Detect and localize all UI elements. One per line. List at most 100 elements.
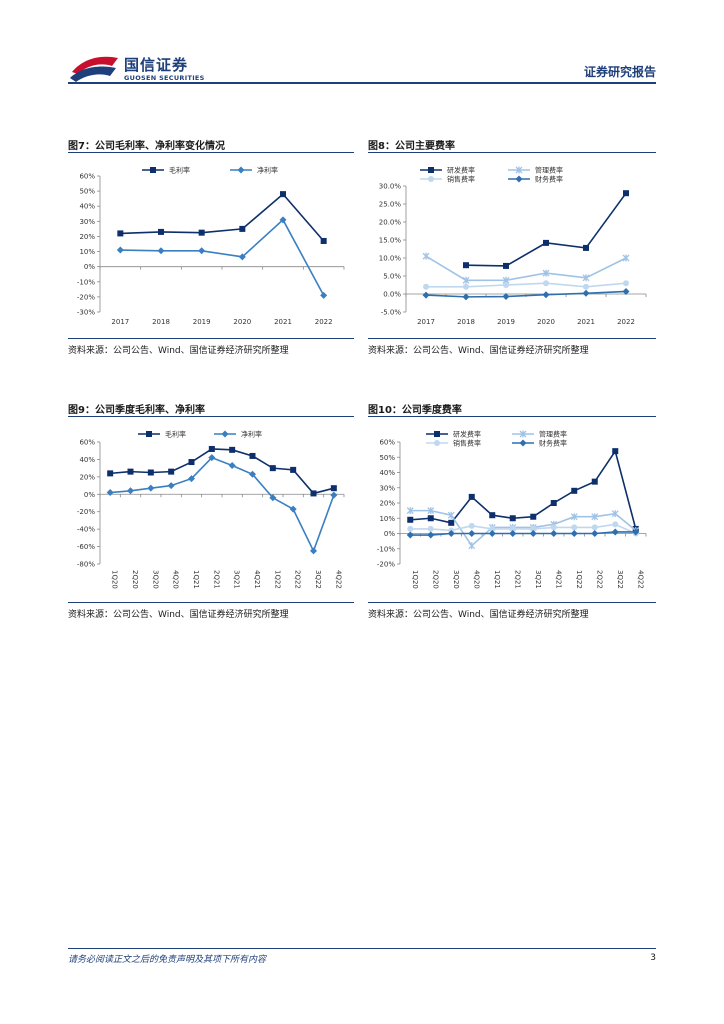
data-point bbox=[447, 530, 455, 537]
guosen-logo-icon bbox=[70, 56, 118, 82]
x-tick-label: 4Q21 bbox=[554, 570, 562, 589]
data-point bbox=[591, 530, 599, 537]
x-tick-label: 1Q22 bbox=[575, 570, 583, 589]
data-point bbox=[591, 524, 598, 531]
y-tick-label: -80% bbox=[77, 561, 95, 569]
legend-label: 毛利率 bbox=[165, 430, 186, 439]
data-point bbox=[168, 468, 175, 475]
legend-label: 销售费率 bbox=[447, 175, 475, 184]
data-point bbox=[157, 247, 165, 255]
legend-label: 研发费率 bbox=[453, 430, 481, 439]
data-point bbox=[583, 283, 589, 290]
data-point bbox=[249, 452, 256, 459]
data-point bbox=[158, 228, 164, 235]
data-point bbox=[463, 262, 469, 269]
y-tick-label: 0% bbox=[84, 263, 95, 271]
data-point bbox=[542, 269, 550, 277]
figure-9-bottom-rule bbox=[68, 602, 354, 603]
x-tick-label: 2019 bbox=[193, 318, 211, 326]
x-tick-label: 2020 bbox=[233, 318, 251, 326]
data-point bbox=[330, 491, 338, 499]
y-tick-label: 30% bbox=[79, 218, 95, 226]
y-tick-label: -30% bbox=[77, 309, 95, 317]
x-tick-label: 2Q22 bbox=[294, 570, 302, 589]
x-tick-label: 3Q21 bbox=[233, 570, 241, 589]
legend-label: 销售费率 bbox=[453, 439, 481, 448]
legend-label: 毛利率 bbox=[169, 166, 190, 175]
y-tick-label: 20.0% bbox=[379, 219, 402, 227]
data-point bbox=[448, 519, 455, 526]
data-point bbox=[509, 515, 516, 522]
x-tick-label: 2021 bbox=[274, 318, 292, 326]
data-point bbox=[583, 244, 589, 251]
series-0 bbox=[463, 190, 629, 269]
data-point bbox=[320, 237, 327, 244]
x-tick-label: 2022 bbox=[315, 318, 333, 326]
data-point bbox=[208, 454, 216, 462]
data-point bbox=[550, 524, 557, 531]
legend-marker bbox=[434, 440, 440, 446]
y-tick-label: -5.0% bbox=[381, 309, 402, 317]
y-tick-label: -20% bbox=[77, 293, 95, 301]
data-point bbox=[427, 507, 435, 515]
data-point bbox=[289, 505, 297, 513]
figure-7-source: 资料来源：公司公告、Wind、国信证券经济研究所整理 bbox=[68, 346, 289, 356]
x-tick-label: 2018 bbox=[457, 318, 475, 326]
data-point bbox=[198, 229, 205, 236]
page-number: 3 bbox=[650, 953, 656, 963]
data-point bbox=[468, 530, 476, 537]
data-point bbox=[632, 528, 640, 536]
data-point bbox=[611, 510, 619, 518]
data-point bbox=[503, 282, 509, 288]
data-point bbox=[550, 500, 557, 506]
data-point bbox=[147, 484, 155, 492]
data-point bbox=[423, 283, 429, 290]
data-point bbox=[543, 280, 549, 287]
data-point bbox=[229, 446, 236, 453]
y-tick-label: 15.0% bbox=[379, 237, 402, 245]
data-point bbox=[188, 475, 195, 483]
data-point bbox=[623, 280, 629, 287]
legend-label: 净利率 bbox=[257, 166, 278, 175]
y-tick-label: 20% bbox=[79, 473, 95, 481]
data-point bbox=[622, 254, 630, 262]
data-point bbox=[310, 490, 317, 497]
data-point bbox=[570, 513, 578, 521]
data-point bbox=[550, 530, 558, 537]
y-tick-label: -20% bbox=[377, 561, 395, 569]
series-line bbox=[120, 193, 325, 242]
legend-marker bbox=[146, 431, 152, 437]
series-0 bbox=[117, 191, 327, 244]
y-tick-label: -60% bbox=[77, 543, 95, 551]
figure-9-title: 图9：公司季度毛利率、净利率 bbox=[68, 405, 205, 416]
data-point bbox=[406, 507, 414, 515]
legend-label: 管理费率 bbox=[535, 166, 563, 175]
series-line bbox=[120, 218, 325, 296]
x-tick-label: 2017 bbox=[111, 318, 129, 326]
y-tick-label: 0.0% bbox=[383, 291, 401, 299]
data-point bbox=[106, 489, 114, 497]
data-point bbox=[582, 289, 590, 297]
data-point bbox=[530, 525, 537, 532]
data-point bbox=[239, 225, 246, 232]
y-tick-label: -40% bbox=[77, 526, 95, 534]
header-divider bbox=[68, 82, 656, 84]
y-tick-label: 50% bbox=[379, 454, 395, 462]
figure-9-source: 资料来源：公司公告、Wind、国信证券经济研究所整理 bbox=[68, 610, 289, 620]
figure-10-rule bbox=[368, 416, 656, 417]
y-tick-label: 20% bbox=[379, 500, 395, 508]
y-tick-label: 25.0% bbox=[379, 201, 402, 209]
data-point bbox=[127, 468, 134, 475]
legend-marker bbox=[515, 166, 523, 174]
data-point bbox=[570, 530, 578, 537]
y-tick-label: 30% bbox=[379, 484, 395, 492]
y-tick-label: 10% bbox=[379, 515, 395, 523]
legend-marker bbox=[434, 431, 440, 437]
data-point bbox=[269, 494, 277, 502]
logo-english-name: GUOSEN SECURITIES bbox=[124, 74, 205, 82]
figure-10-title: 图10：公司季度费率 bbox=[368, 405, 462, 416]
y-tick-label: 10% bbox=[79, 248, 95, 256]
legend-marker bbox=[428, 176, 434, 182]
data-point bbox=[622, 287, 630, 295]
